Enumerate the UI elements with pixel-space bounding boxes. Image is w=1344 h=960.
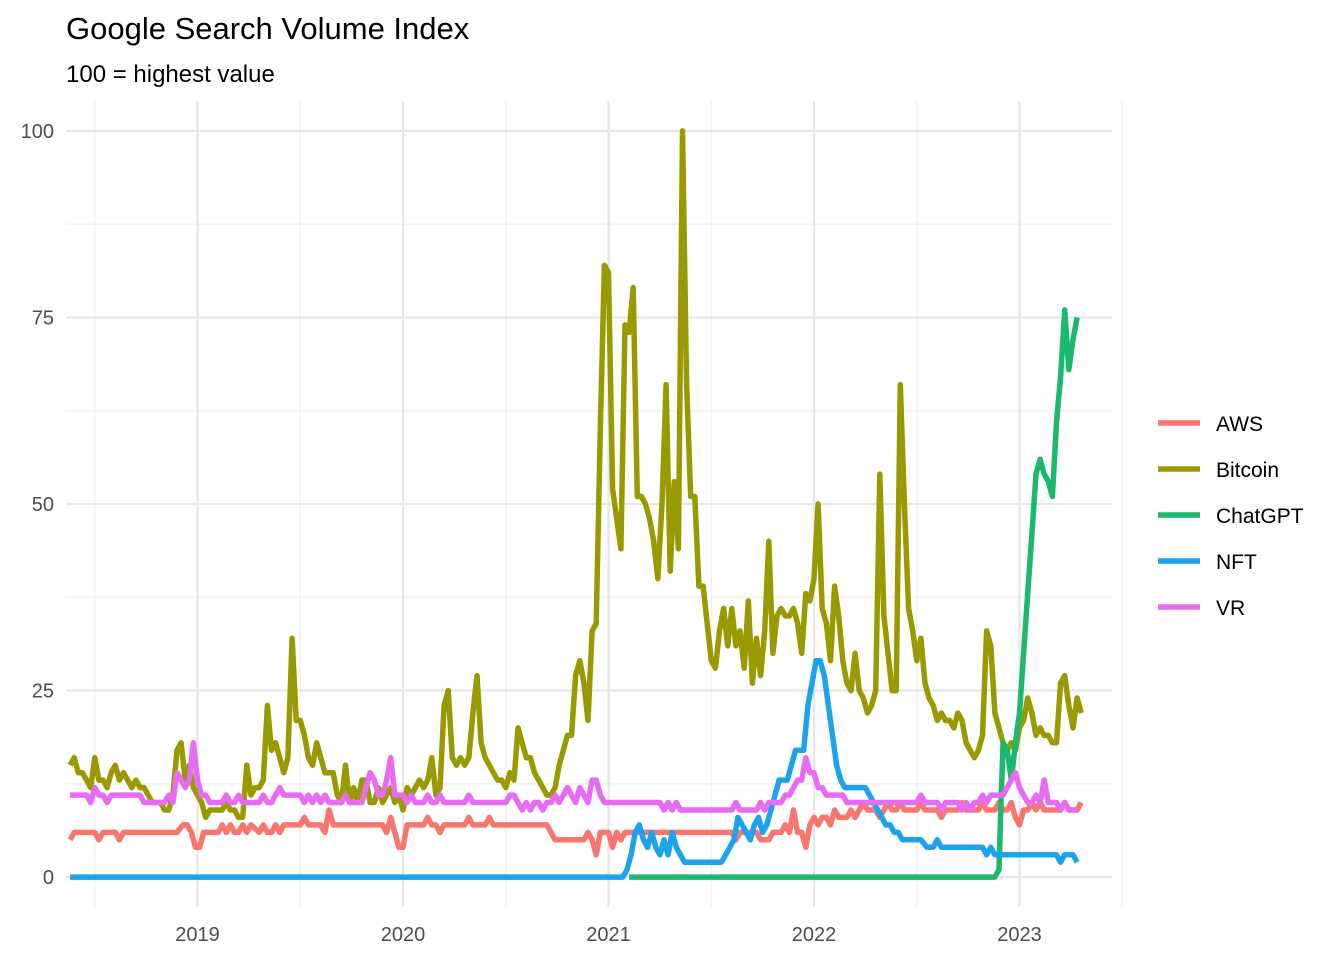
x-tick-label: 2019 — [175, 924, 220, 946]
legend-label-vr: VR — [1216, 597, 1245, 620]
series-line-nft — [70, 657, 1080, 880]
x-tick-label: 2023 — [997, 924, 1042, 946]
y-tick-label: 75 — [32, 307, 54, 329]
y-tick-label: 50 — [32, 494, 54, 516]
series-line-bitcoin — [67, 128, 1084, 821]
legend: AWS Bitcoin ChatGPT NFT VR — [1158, 413, 1304, 620]
y-tick-label: 100 — [21, 121, 54, 143]
series-line-chatgpt — [629, 307, 1080, 880]
y-tick-label: 25 — [32, 681, 54, 703]
x-axis-tick-labels: 2019 2020 2021 2022 2023 — [175, 924, 1042, 946]
legend-label-chatgpt: ChatGPT — [1216, 505, 1304, 528]
x-tick-label: 2021 — [586, 924, 631, 946]
series-lines — [67, 128, 1084, 880]
chart-subtitle: 100 = highest value — [66, 61, 275, 88]
legend-label-aws: AWS — [1216, 413, 1263, 436]
x-tick-label: 2020 — [381, 924, 426, 946]
y-tick-label: 0 — [43, 867, 54, 889]
chart-title: Google Search Volume Index — [66, 11, 470, 46]
legend-label-nft: NFT — [1216, 551, 1257, 574]
series-line-vr — [70, 740, 1078, 813]
y-axis-tick-labels: 0 25 50 75 100 — [21, 121, 54, 889]
x-tick-label: 2022 — [792, 924, 837, 946]
legend-label-bitcoin: Bitcoin — [1216, 459, 1279, 482]
